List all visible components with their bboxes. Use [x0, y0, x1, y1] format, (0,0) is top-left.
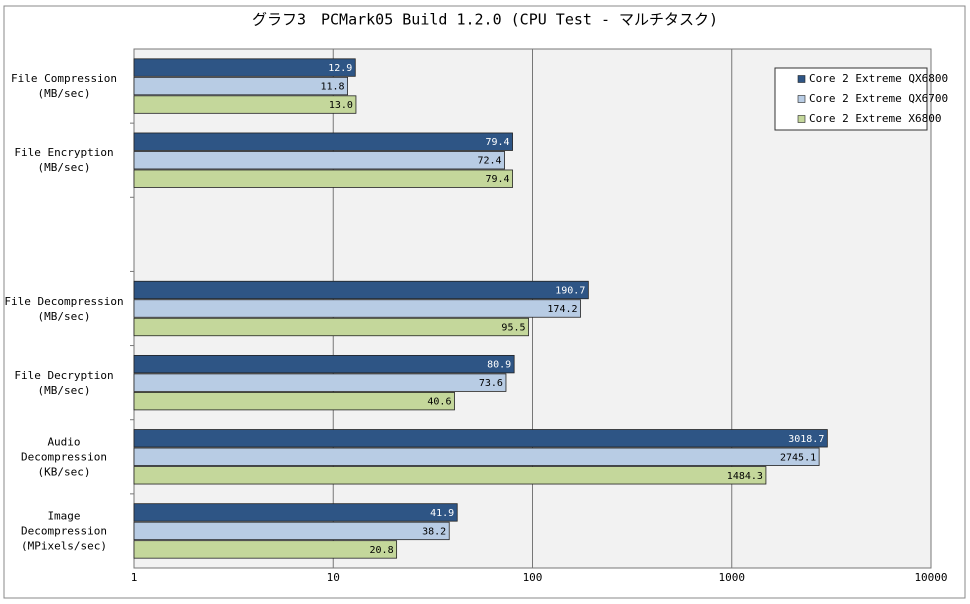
- legend-label: Core 2 Extreme QX6700: [809, 92, 948, 105]
- bar: [133, 354, 515, 374]
- bar: [133, 317, 529, 337]
- value-label: 95.5: [501, 323, 525, 334]
- legend-label: Core 2 Extreme QX6800: [809, 72, 948, 85]
- value-label: 3018.7: [788, 434, 824, 445]
- legend-swatch: [797, 75, 806, 83]
- bar: [133, 58, 356, 77]
- y-tick-label: File Compression (MB/sec): [11, 72, 117, 101]
- value-label: 38.2: [422, 526, 446, 537]
- value-label: 1484.3: [727, 471, 763, 482]
- bar: [133, 521, 450, 541]
- y-tick-label: File Encryption (MB/sec): [14, 146, 114, 175]
- value-label: 41.9: [430, 508, 454, 519]
- value-label: 79.4: [485, 174, 509, 185]
- x-tick-label: 100: [523, 571, 543, 584]
- value-label: 2745.1: [780, 452, 816, 463]
- chart-title: グラフ3 PCMark05 Build 1.2.0 (CPU Test - マル…: [252, 11, 718, 29]
- x-tick-label: 1: [131, 571, 138, 584]
- bar: [133, 299, 581, 318]
- bar: [133, 466, 767, 485]
- value-label: 79.4: [485, 137, 509, 148]
- bar: [133, 373, 507, 392]
- y-tick-label: Audio Decompression (KB/sec): [20, 435, 108, 479]
- value-label: 174.2: [547, 304, 577, 315]
- legend-label: Core 2 Extreme X6800: [809, 112, 941, 125]
- bar: [133, 169, 513, 188]
- value-label: 73.6: [479, 378, 503, 389]
- bar: [133, 447, 820, 466]
- y-tick-label: File Decryption (MB/sec): [14, 368, 114, 397]
- value-label: 12.9: [328, 63, 352, 74]
- x-tick-label: 1000: [719, 571, 746, 584]
- y-tick-label: Image Decompression (MPixels/sec): [20, 509, 108, 553]
- value-label: 72.4: [477, 156, 501, 167]
- x-tick-label: 10: [327, 571, 340, 584]
- x-tick-label: 10000: [914, 571, 947, 584]
- bar: [133, 151, 505, 170]
- y-tick-label: File Decompression (MB/sec): [4, 294, 124, 323]
- value-label: 20.8: [370, 545, 394, 556]
- value-label: 40.6: [427, 397, 451, 408]
- bar: [133, 76, 348, 96]
- bar: [133, 429, 828, 448]
- bar: [133, 95, 357, 114]
- legend-swatch: [797, 115, 806, 123]
- bar: [133, 391, 455, 411]
- value-label: 80.9: [487, 360, 511, 371]
- bar: [133, 280, 589, 300]
- bar: [133, 503, 458, 522]
- value-label: 11.8: [320, 82, 344, 93]
- legend-swatch: [797, 95, 806, 103]
- value-label: 190.7: [555, 286, 585, 297]
- bar: [133, 132, 513, 151]
- value-label: 13.0: [329, 100, 353, 111]
- bar: [133, 540, 398, 559]
